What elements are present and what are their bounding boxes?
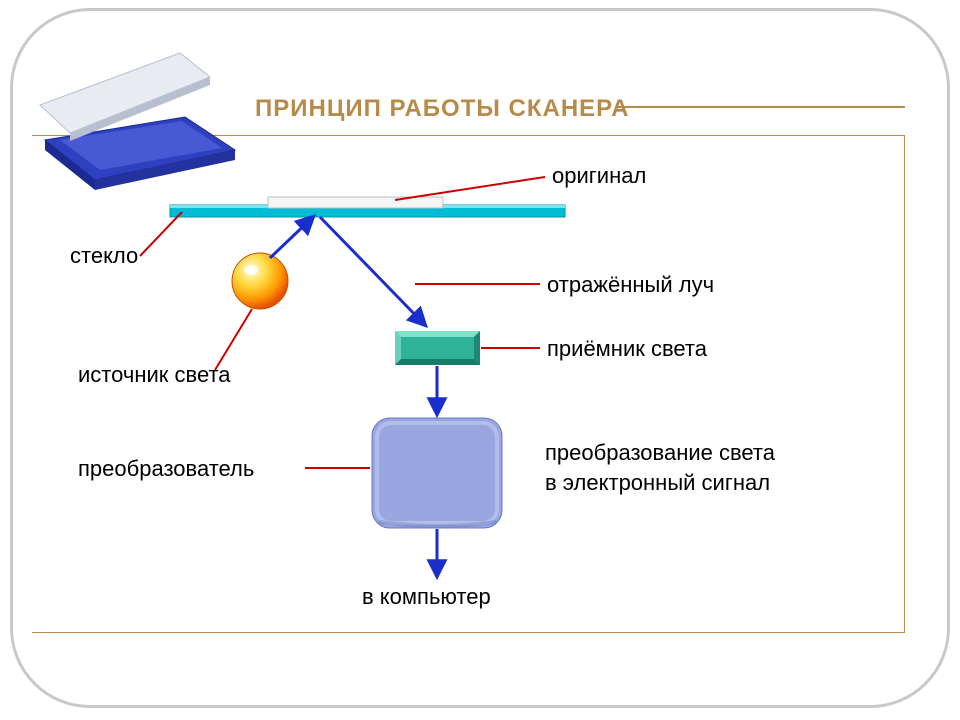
label-converter-right-1: преобразование света [545,440,775,466]
label-to-computer: в компьютер [362,584,491,610]
label-converter-left: преобразователь [78,456,254,482]
label-glass: стекло [70,243,138,269]
label-source: источник света [78,362,231,388]
label-converter-right-2: в электронный сигнал [545,470,770,496]
diagram-title: ПРИНЦИП РАБОТЫ СКАНЕРА [255,95,629,123]
label-original: оригинал [552,163,646,189]
label-receiver: приёмник света [547,336,707,362]
label-reflected: отражённый луч [547,272,714,298]
